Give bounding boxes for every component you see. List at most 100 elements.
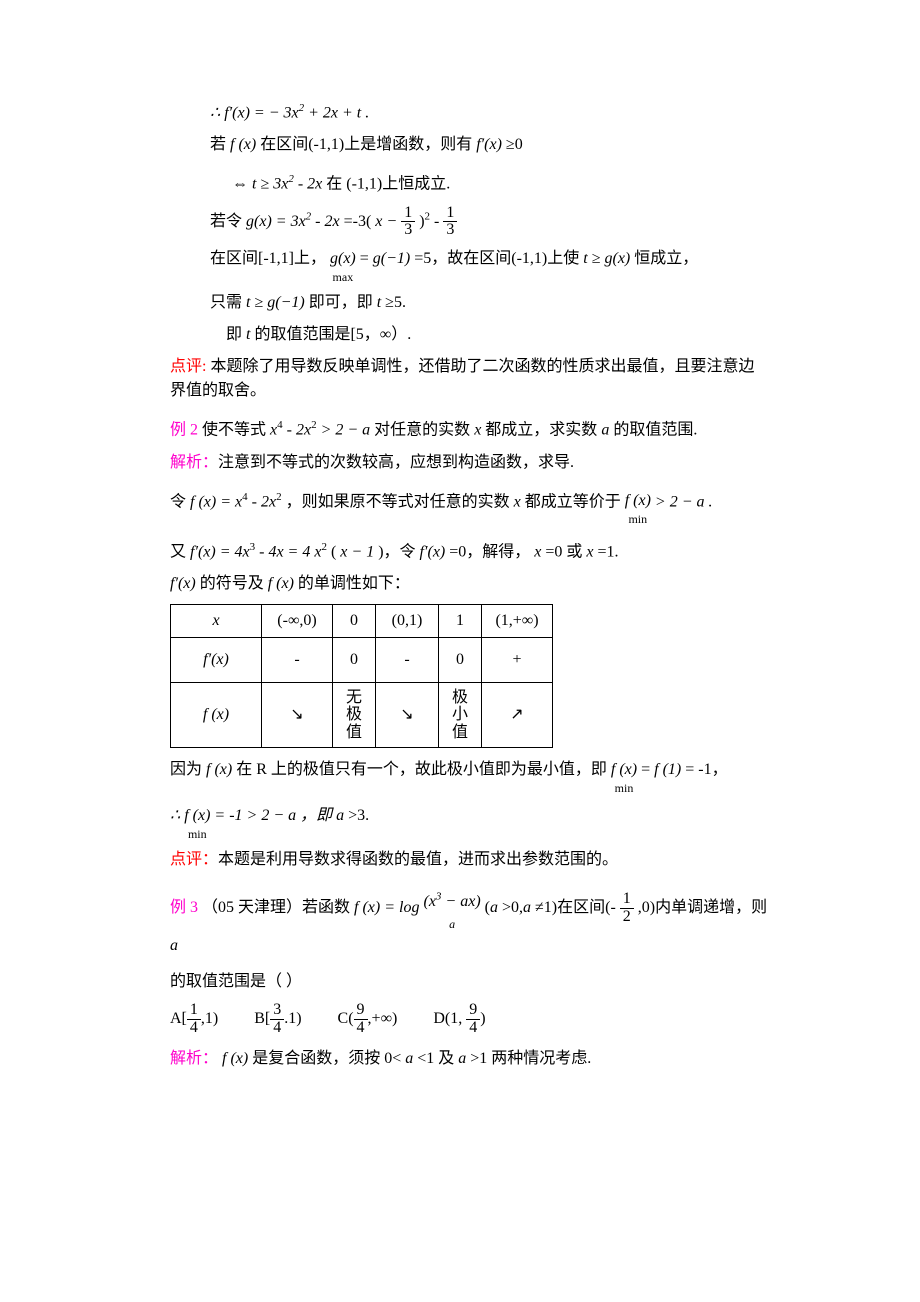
- expr: x: [534, 543, 541, 560]
- expr: f′(x) = 4x: [190, 543, 250, 560]
- line-7: 即 t 的取值范围是[5，∞）.: [170, 323, 770, 347]
- text: 在区间[-1,1]上，: [210, 250, 326, 267]
- exp: 2: [321, 541, 327, 553]
- numerator: 1: [187, 1002, 201, 1020]
- gx-max: g(x) max: [330, 247, 356, 283]
- expr: f′(x): [420, 543, 446, 560]
- numerator: 9: [354, 1002, 368, 1020]
- cell: 极小值: [439, 682, 482, 747]
- table-row: f (x) ↘ 无极值 ↘ 极小值 ↗: [171, 682, 553, 747]
- expr: - 2x: [315, 213, 339, 230]
- expr: x: [474, 422, 481, 439]
- numerator: 1: [401, 205, 415, 223]
- cell: +: [482, 637, 553, 682]
- denominator: 3: [401, 222, 415, 239]
- exp: 4: [277, 419, 283, 431]
- expr: f (x): [268, 575, 294, 592]
- text: .1): [284, 1010, 301, 1027]
- dianping-2: 点评：本题是利用导数求得函数的最值，进而求出参数范围的。: [170, 848, 770, 872]
- text: >1 两种情况考虑.: [470, 1050, 591, 1067]
- col-interval: (0,1): [376, 604, 439, 637]
- expr: f (x) = log: [354, 899, 419, 916]
- cell: f (x): [171, 682, 262, 747]
- expr: ⇔ t ≥ 3x: [232, 176, 288, 193]
- text: ，则如果原不等式对任意的实数: [286, 493, 510, 510]
- option-a: A[: [170, 1010, 187, 1027]
- text: 又: [170, 543, 186, 560]
- col-x: x: [171, 604, 262, 637]
- expr: g(x) = 3x: [246, 213, 306, 230]
- text: =5，故在区间(-1,1)上使: [414, 250, 579, 267]
- example-label: 例 3: [170, 899, 198, 916]
- fx-min: f (x) min: [184, 804, 210, 840]
- example-3b: 的取值范围是（ ）: [170, 970, 770, 994]
- text: 在 (-1,1)上恒成立.: [326, 176, 450, 193]
- col-interval: (-∞,0): [262, 604, 333, 637]
- text: 都成立，求实数: [485, 422, 597, 439]
- expr: t: [246, 326, 250, 343]
- text: 若: [210, 136, 226, 153]
- text: 即: [226, 326, 242, 343]
- text: )，令: [378, 543, 415, 560]
- fraction: 14: [187, 1002, 201, 1037]
- sub-min: min: [625, 513, 651, 525]
- example-3: 例 3 （05 天津理）若函数 f (x) = log (x3 − ax) a …: [170, 886, 770, 962]
- text: 若令: [210, 213, 242, 230]
- line-8: 令 f (x) = x4 - 2x2 ，则如果原不等式对任意的实数 x 都成立等…: [170, 489, 770, 525]
- text: ,1): [201, 1010, 218, 1027]
- text: ≥5.: [385, 294, 406, 311]
- denominator: 4: [270, 1020, 284, 1037]
- expr: f (x) =: [190, 493, 235, 510]
- line-3: ⇔ t ≥ 3x2 - 2x 在 (-1,1)上恒成立.: [170, 171, 770, 196]
- text: = -1，: [685, 761, 727, 778]
- text: <1 及: [417, 1050, 454, 1067]
- line-10: f′(x) 的符号及 f (x) 的单调性如下：: [170, 572, 770, 596]
- sub-min: min: [184, 828, 210, 840]
- line-9: 又 f′(x) = 4x3 - 4x = 4 x2 ( x − 1 )，令 f′…: [170, 539, 770, 564]
- exp: 2: [306, 210, 312, 222]
- text: =0，解得，: [449, 543, 530, 560]
- text: (x: [423, 893, 435, 910]
- cell: ↘: [376, 682, 439, 747]
- dianping-1: 点评: 本题除了用导数反映单调性，还借助了二次函数的性质求出最值，且要注意边界值…: [170, 355, 770, 403]
- numerator: 9: [466, 1002, 480, 1020]
- expr: f (x): [230, 136, 256, 153]
- option-c: C(: [338, 1010, 354, 1027]
- cell: ↗: [482, 682, 553, 747]
- line-5: 在区间[-1,1]上， g(x) max = g(−1) =5，故在区间(-1,…: [170, 247, 770, 283]
- cell: 0: [333, 637, 376, 682]
- text: 在 R 上的极值只有一个，故此极小值即为最小值，即: [236, 761, 607, 778]
- expr: f (x): [611, 761, 637, 778]
- expr: f′(x) = − 3x: [224, 104, 298, 121]
- expr: x −: [375, 213, 397, 230]
- fraction: 94: [466, 1002, 480, 1037]
- text: ≠1)在区间(-: [531, 899, 616, 916]
- jiexi-2: 解析： f (x) 是复合函数，须按 0< a <1 及 a >1 两种情况考虑…: [170, 1047, 770, 1071]
- denominator: 3: [443, 222, 457, 239]
- text: >0,: [498, 899, 523, 916]
- text: 是复合函数，须按 0<: [252, 1050, 401, 1067]
- line-6: 只需 t ≥ g(−1) 即可，即 t ≥5.: [170, 291, 770, 315]
- cell: -: [376, 637, 439, 682]
- exp: 2: [425, 210, 431, 222]
- text: 对任意的实数: [374, 422, 470, 439]
- denominator: 2: [620, 909, 634, 926]
- text: 的符号及: [200, 575, 264, 592]
- expr: a: [523, 899, 531, 916]
- example-label: 例 2: [170, 422, 198, 439]
- text: =: [360, 250, 369, 267]
- fx-min: f (x) min: [611, 758, 637, 794]
- numerator: 1: [443, 205, 457, 223]
- cell-text: 无极值: [346, 689, 362, 742]
- cell: -: [262, 637, 333, 682]
- expr: a: [336, 807, 344, 824]
- text: 在区间(-1,1)上是增函数，则有: [260, 136, 472, 153]
- example-2: 例 2 使不等式 x4 - 2x2 > 2 − a 对任意的实数 x 都成立，求…: [170, 417, 770, 442]
- dianping-text: 本题除了用导数反映单调性，还借助了二次函数的性质求出最值，且要注意边界值的取舍。: [170, 358, 754, 399]
- log-arg: (x3 − ax): [423, 893, 480, 910]
- options: A[14,1) B[34.1) C(94,+∞) D(1, 94): [170, 1002, 770, 1037]
- cell-text: 极小值: [452, 689, 468, 742]
- sub-max: max: [330, 271, 356, 283]
- expr: a: [601, 422, 609, 439]
- denominator: 4: [354, 1020, 368, 1037]
